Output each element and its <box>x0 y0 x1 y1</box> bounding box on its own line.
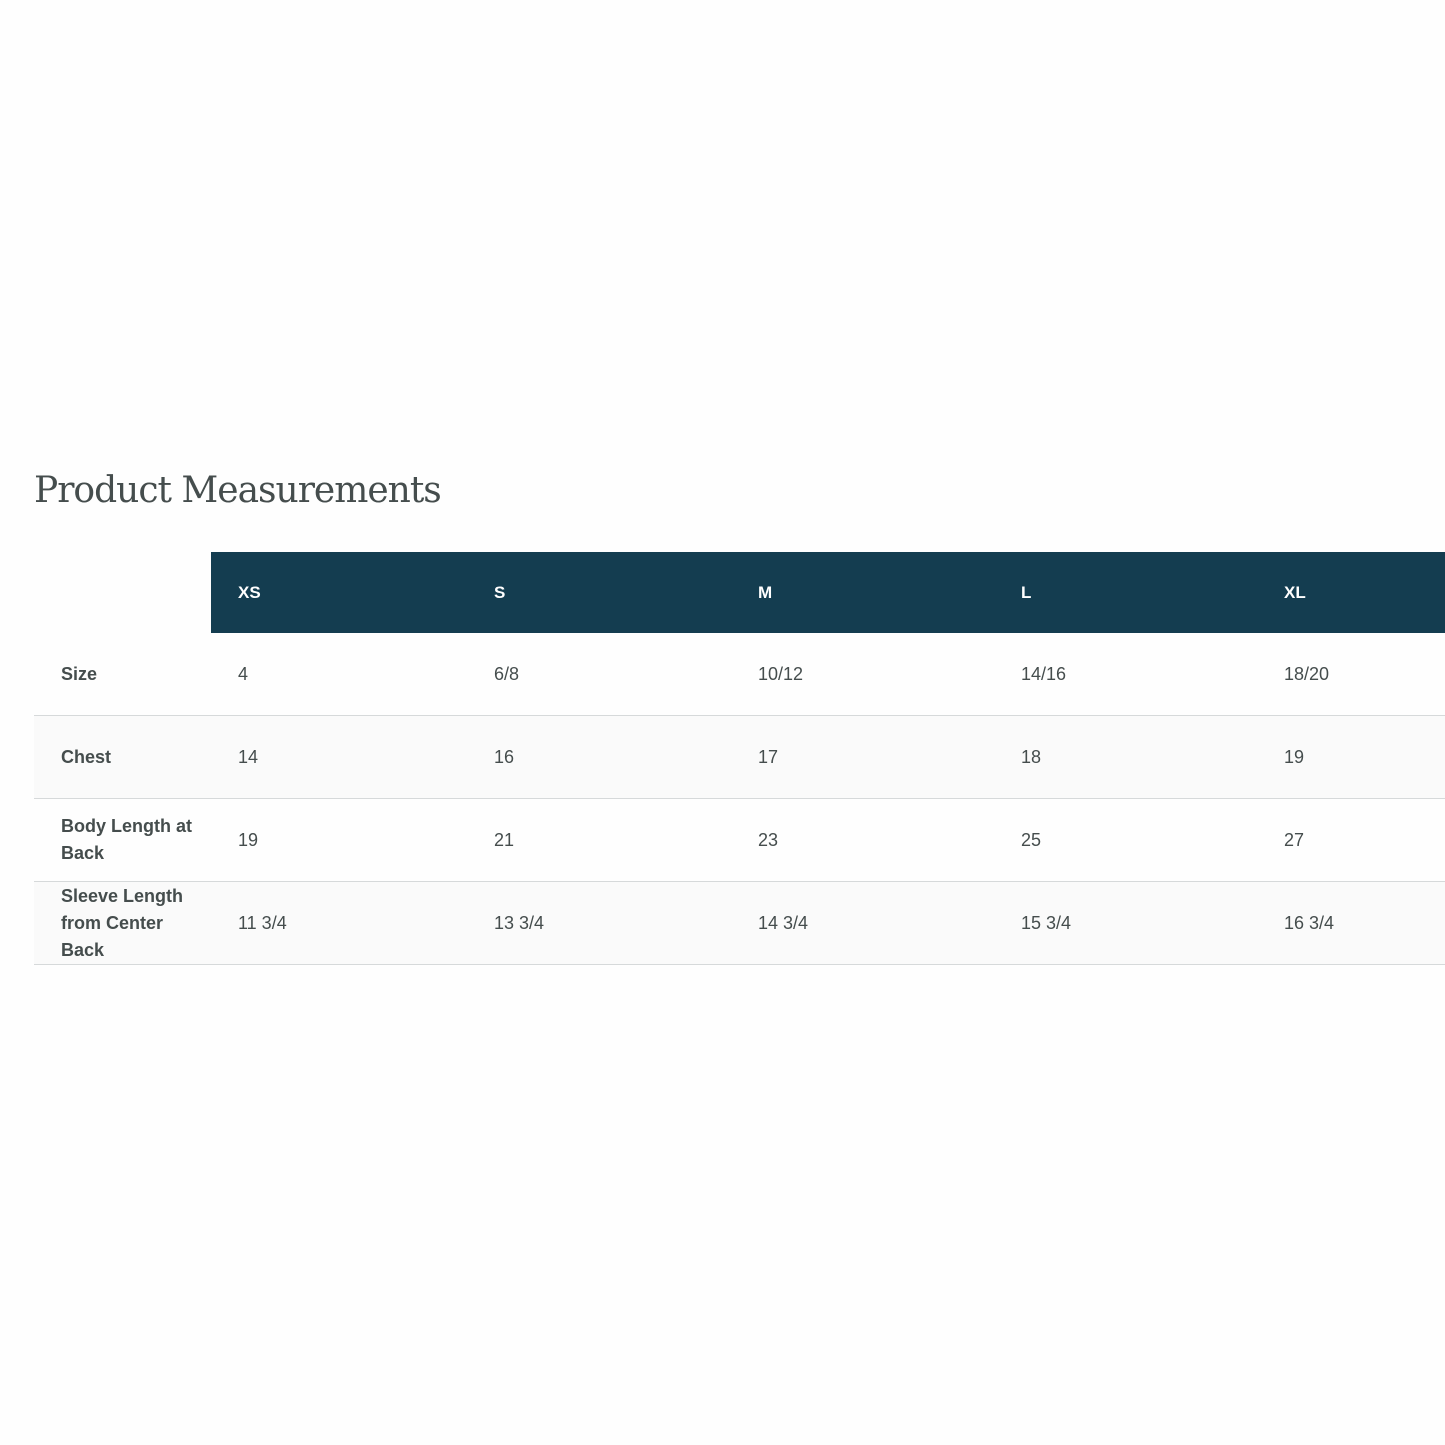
row-label: Body Length at Back <box>34 798 211 882</box>
table-row: Body Length at Back 19 21 23 25 27 <box>34 798 1445 882</box>
table-cell: 23 <box>731 798 994 882</box>
table-cell: 11 3/4 <box>211 881 467 965</box>
table-cell: 18 <box>994 715 1257 799</box>
table-cell: 18/20 <box>1257 633 1445 716</box>
measurements-table: XS S M L XL Size 4 6/8 10/12 14/16 18/20 Chest… <box>34 552 1445 965</box>
table-cell: 21 <box>467 798 731 882</box>
header-xs: XS <box>211 552 467 633</box>
table-cell: 16 <box>467 715 731 799</box>
table-cell: 13 3/4 <box>467 881 731 965</box>
row-label: Sleeve Length from Center Back <box>34 881 211 965</box>
table-row: Sleeve Length from Center Back 11 3/4 13 3… <box>34 881 1445 965</box>
table-cell: 16 3/4 <box>1257 881 1445 965</box>
table-cell: 4 <box>211 633 467 716</box>
table-cell: 6/8 <box>467 633 731 716</box>
table-cell: 19 <box>1257 715 1445 799</box>
table-cell: 17 <box>731 715 994 799</box>
table-row: Size 4 6/8 10/12 14/16 18/20 <box>34 633 1445 716</box>
page-title: Product Measurements <box>34 470 442 511</box>
row-label: Chest <box>34 715 211 799</box>
header-xl: XL <box>1257 552 1445 633</box>
header-l: L <box>994 552 1257 633</box>
table-cell: 10/12 <box>731 633 994 716</box>
header-blank <box>34 552 211 633</box>
table-cell: 19 <box>211 798 467 882</box>
table-cell: 15 3/4 <box>994 881 1257 965</box>
table-cell: 25 <box>994 798 1257 882</box>
header-s: S <box>467 552 731 633</box>
table-cell: 27 <box>1257 798 1445 882</box>
table-cell: 14 3/4 <box>731 881 994 965</box>
table-cell: 14/16 <box>994 633 1257 716</box>
row-label: Size <box>34 633 211 716</box>
header-m: M <box>731 552 994 633</box>
table-row: Chest 14 16 17 18 19 <box>34 715 1445 799</box>
table-cell: 14 <box>211 715 467 799</box>
header-row: XS S M L XL <box>34 552 1445 633</box>
